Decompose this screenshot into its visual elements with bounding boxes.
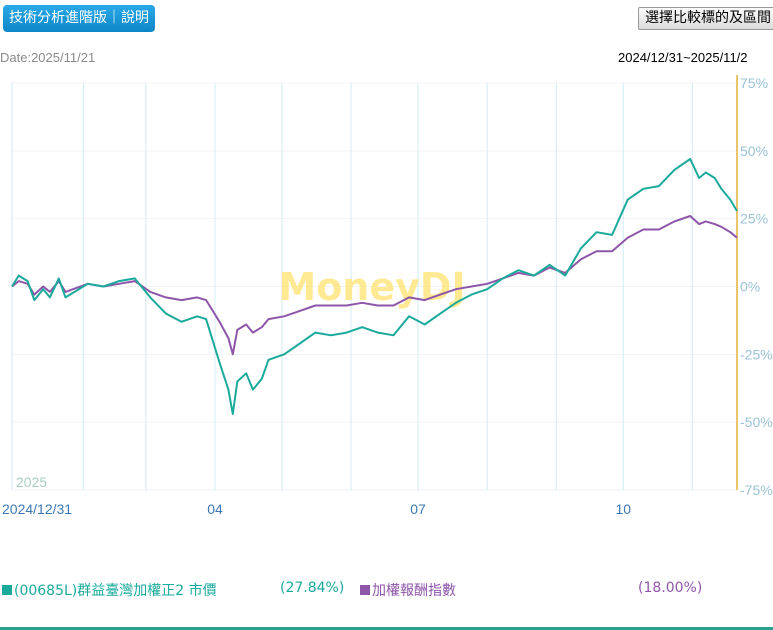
x-tick-label: 04 [207,501,223,517]
legend-swatch-series2 [360,585,370,595]
legend-series1-label: (00685L)群益臺灣加權正2 市價 [14,583,217,599]
y-tick-label: 25% [740,211,768,227]
y-tick-label: 75% [740,75,768,91]
year-label: 2025 [16,474,47,490]
select-comparison-button[interactable]: 選擇比較標的及區間 [638,7,773,30]
y-tick-label: 0% [740,279,760,295]
x-tick-label: 07 [410,501,426,517]
legend-series1: (00685L)群益臺灣加權正2 市價 [2,580,217,600]
date-label: Date:2025/11/21 [0,50,96,65]
x-tick-label: 10 [615,501,631,517]
series-line-index [11,215,738,356]
line-chart: 75% 50% 25% 0% -25% -50% -75% 2024/12/31 04 07 10 2… [2,75,773,517]
x-tick-label: 2024/12/31 [2,501,72,517]
watermark: MoneyDJ [278,265,465,309]
legend-series2: 加權報酬指數 [360,580,456,600]
legend-swatch-series1 [2,585,12,595]
series-line-market-price [11,158,738,415]
legend-series2-label: 加權報酬指數 [372,583,456,599]
y-tick-label: 50% [740,143,768,159]
y-tick-label: -50% [740,414,773,430]
y-tick-label: -25% [740,346,773,362]
date-range-label: 2024/12/31~2025/11/2 [618,50,748,65]
legend-series2-value: (18.00%) [638,580,703,596]
legend-series1-value: (27.84%) [280,580,345,596]
technical-analysis-help-button[interactable]: 技術分析進階版｜說明 [3,5,155,32]
bottom-divider [0,627,773,630]
y-tick-label: -75% [740,482,773,498]
